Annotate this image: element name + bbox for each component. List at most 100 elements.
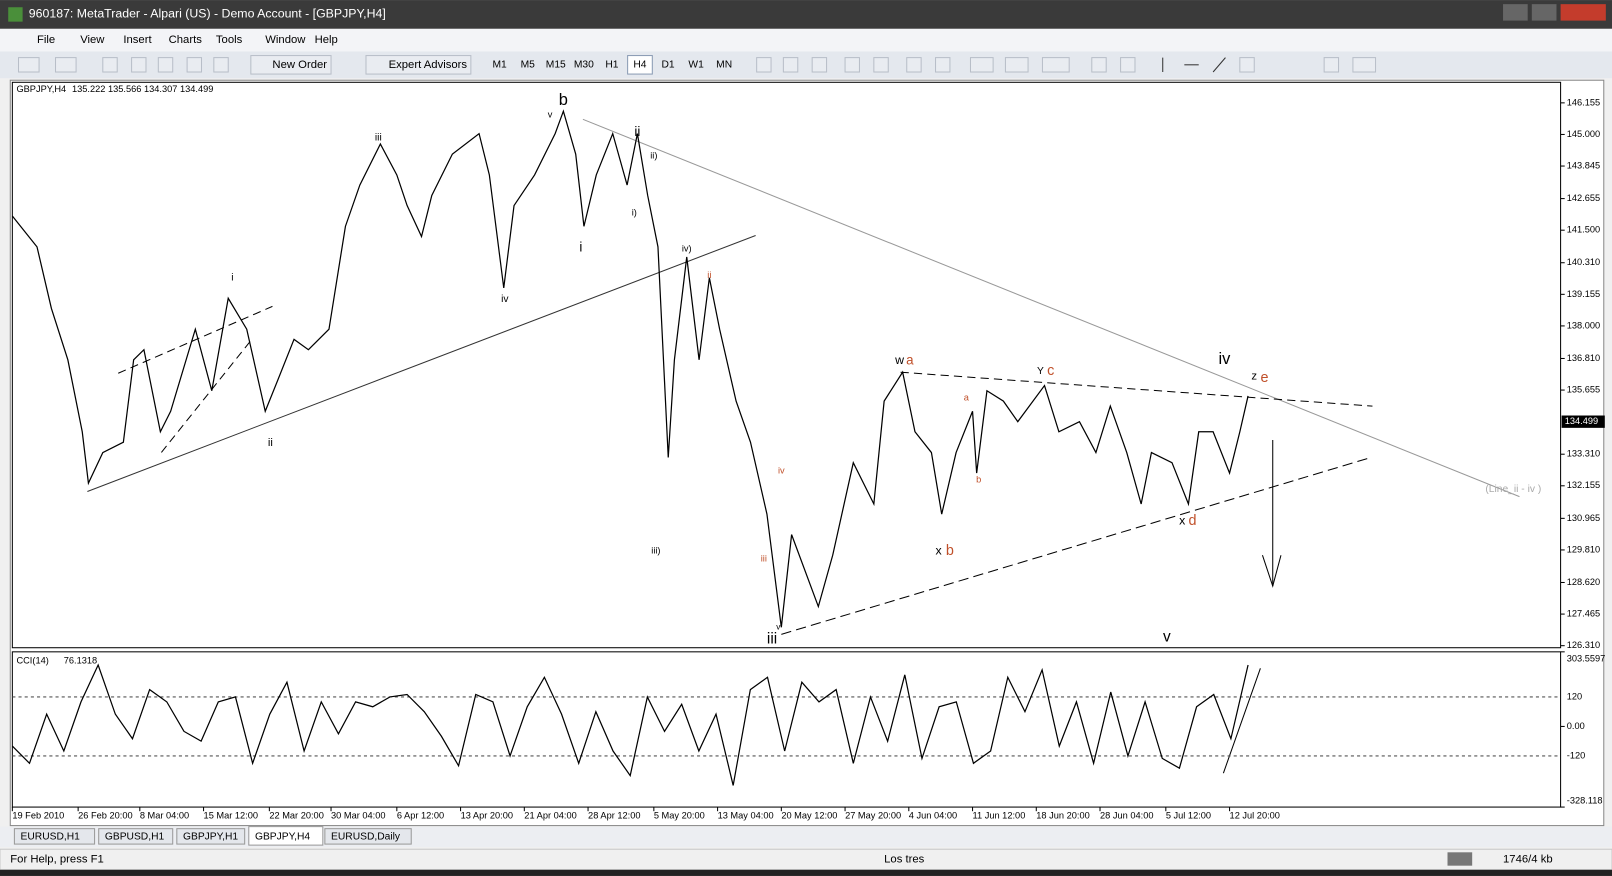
icon[interactable]: [213, 57, 229, 73]
menu-bar: [0, 28, 1612, 52]
tab[interactable]: [98, 828, 174, 845]
timeframe-button[interactable]: H1: [605, 60, 618, 71]
trend-line[interactable]: [118, 305, 273, 374]
icon[interactable]: [1352, 57, 1377, 73]
x-tick-label: 28 Jun 04:00: [1100, 811, 1154, 821]
menu-item[interactable]: View: [80, 34, 105, 46]
icon[interactable]: [102, 57, 118, 73]
icon[interactable]: [1212, 57, 1226, 73]
icon[interactable]: [906, 57, 922, 73]
timeframe-button[interactable]: H4: [633, 60, 646, 71]
new-order-button[interactable]: [250, 55, 332, 75]
close[interactable]: [1560, 4, 1606, 21]
tab[interactable]: [176, 828, 246, 845]
menu-item[interactable]: Window: [265, 34, 306, 46]
y-tick-label: 136.810: [1567, 353, 1600, 363]
icon[interactable]: [935, 57, 951, 73]
tab[interactable]: [248, 826, 324, 846]
icon[interactable]: [1239, 57, 1255, 73]
new-order-label: New Order: [272, 59, 327, 71]
wave-label: iii: [761, 554, 767, 564]
wave-label: ii): [650, 151, 657, 161]
x-tick-label: 22 Mar 20:00: [269, 811, 324, 821]
icon[interactable]: [186, 57, 203, 73]
tab[interactable]: [13, 828, 96, 845]
wave-label: iv: [778, 465, 785, 475]
icon[interactable]: [1041, 57, 1070, 73]
y-tick-label: 132.155: [1567, 480, 1600, 490]
y-tick-label: 128.620: [1567, 577, 1600, 587]
trend-line[interactable]: [900, 371, 1373, 407]
icon[interactable]: [969, 57, 994, 73]
icon[interactable]: [844, 57, 860, 73]
icon[interactable]: [55, 57, 77, 73]
icon[interactable]: [873, 57, 889, 73]
wave-label: v: [776, 622, 781, 631]
wave-label: a: [906, 352, 914, 367]
expert-advisors-label: Expert Advisors: [389, 59, 468, 71]
icon[interactable]: [1091, 57, 1107, 73]
menu-item[interactable]: Insert: [123, 34, 152, 46]
wave-label: i): [632, 207, 637, 217]
wave-label: w: [894, 353, 904, 367]
timeframe-button[interactable]: D1: [661, 60, 674, 71]
wave-label: iii: [767, 631, 777, 648]
x-tick-label: 15 Mar 12:00: [204, 811, 259, 821]
icon[interactable]: [131, 57, 147, 73]
x-tick-label: 26 Feb 20:00: [78, 811, 133, 821]
cci-tick-label: 120: [1567, 691, 1582, 701]
timeframe-button[interactable]: MN: [716, 60, 732, 71]
wave-label: a: [964, 392, 970, 402]
minimize[interactable]: [1503, 4, 1528, 21]
icon[interactable]: [782, 57, 799, 73]
x-tick-label: 20 May 12:00: [781, 811, 837, 821]
timeframe-active: [627, 55, 653, 75]
x-tick-label: 8 Mar 04:00: [140, 811, 189, 821]
wave-label: b: [559, 91, 568, 109]
x-tick-label: 27 May 20:00: [845, 811, 901, 821]
timeframe-button[interactable]: M1: [493, 60, 508, 71]
maximize[interactable]: [1531, 4, 1557, 21]
trend-line[interactable]: [781, 458, 1368, 635]
y-tick-label: 142.655: [1567, 193, 1600, 203]
expert-advisors-button[interactable]: [365, 55, 472, 75]
wave-label: e: [1261, 370, 1269, 386]
tab[interactable]: [324, 828, 412, 845]
icon[interactable]: [157, 57, 174, 73]
timeframe-button[interactable]: M30: [574, 60, 594, 71]
cci-title: CCI(14): [16, 656, 48, 666]
wave-label: ii: [268, 437, 273, 449]
wave-label: ii: [707, 270, 711, 280]
y-tick-label: 127.465: [1567, 609, 1600, 619]
x-tick-label: 5 May 20:00: [654, 811, 705, 821]
icon[interactable]: [1004, 57, 1029, 73]
menu-item[interactable]: Charts: [169, 34, 203, 46]
timeframe-button[interactable]: M5: [521, 60, 536, 71]
menu-item[interactable]: Help: [315, 34, 338, 46]
y-tick-label: 146.155: [1567, 97, 1600, 107]
wave-label: iv): [682, 243, 692, 253]
menu-item[interactable]: Tools: [216, 34, 243, 46]
icon[interactable]: [17, 57, 40, 73]
chart-ohlc: 135.222 135.566 134.307 134.499: [72, 84, 213, 94]
menu-item[interactable]: File: [37, 34, 55, 46]
timeframe-button[interactable]: M15: [546, 60, 566, 71]
cci-line: [11, 663, 1249, 786]
x-tick-label: 13 Apr 20:00: [461, 811, 513, 821]
x-tick-label: 28 Apr 12:00: [588, 811, 640, 821]
trend-line[interactable]: [87, 234, 756, 492]
trend-line[interactable]: [582, 118, 1520, 498]
icon[interactable]: [1323, 57, 1340, 73]
icon[interactable]: [756, 57, 772, 73]
wave-label: (Line_ii - iv ): [1485, 484, 1541, 495]
icon[interactable]: [811, 57, 828, 73]
icon[interactable]: [1120, 57, 1136, 73]
trend-line[interactable]: [161, 338, 253, 453]
window-title: 960187: MetaTrader - Alpari (US) - Demo …: [29, 7, 386, 21]
y-tick-label: 133.310: [1567, 449, 1600, 459]
tab-label: EURUSD,Daily: [331, 832, 401, 843]
timeframe-button[interactable]: W1: [688, 60, 704, 71]
cci-value: 76.1318: [64, 656, 97, 666]
